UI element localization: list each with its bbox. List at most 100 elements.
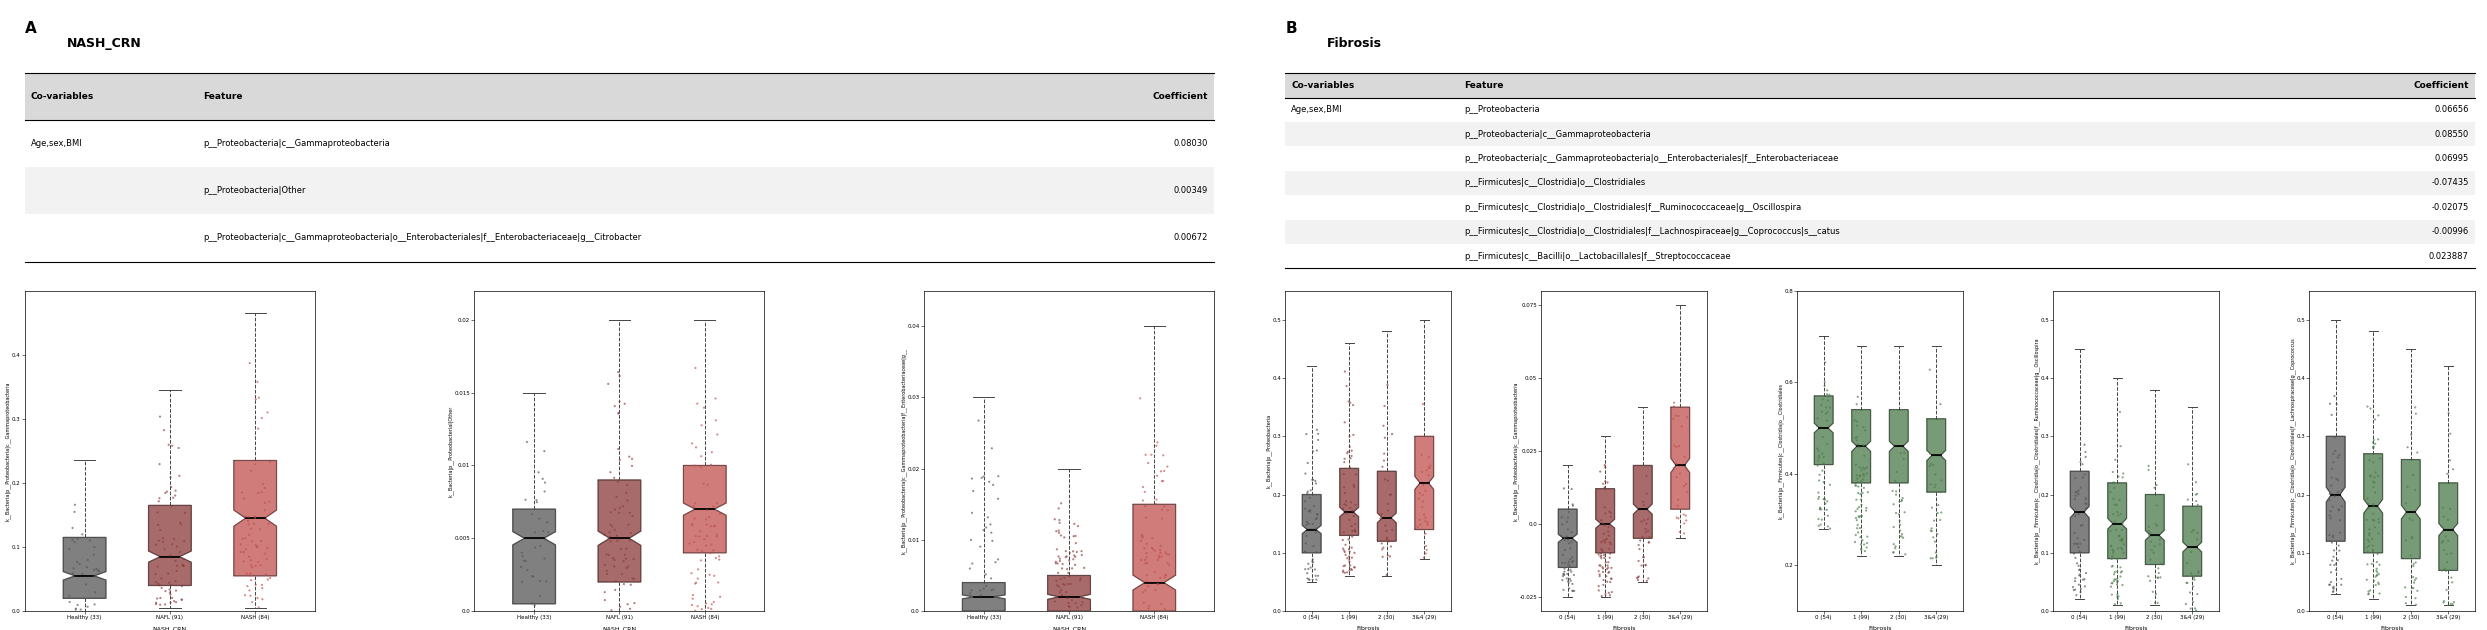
Point <box>2171 547 2211 557</box>
Point <box>597 492 637 502</box>
Point <box>77 566 117 576</box>
X-axis label: Fibrosis: Fibrosis <box>1612 626 1636 630</box>
Point <box>1875 490 1915 500</box>
Point <box>505 495 545 505</box>
Point <box>2141 535 2181 545</box>
Point <box>594 401 634 411</box>
Point <box>2385 598 2425 608</box>
Point <box>2064 469 2104 479</box>
Point <box>1403 399 1442 409</box>
Point <box>1057 547 1097 557</box>
Point <box>2179 589 2218 599</box>
Point <box>1323 566 1363 576</box>
Point <box>2320 515 2360 525</box>
Point <box>522 526 562 536</box>
Point <box>1373 429 1413 439</box>
Point <box>684 534 724 544</box>
Point <box>1803 394 1843 404</box>
Point <box>2092 541 2131 551</box>
Point <box>2064 472 2104 483</box>
Point <box>231 568 271 578</box>
Text: Co-variables: Co-variables <box>1291 81 1355 90</box>
Point <box>1370 490 1410 500</box>
Point <box>2067 568 2106 578</box>
Point <box>1544 533 1584 543</box>
Point <box>234 519 274 529</box>
Point <box>221 488 261 498</box>
Point <box>67 580 107 590</box>
Bar <box>1286 171 2475 195</box>
Point <box>691 460 731 470</box>
X-axis label: Fibrosis: Fibrosis <box>2124 626 2149 630</box>
Point <box>152 482 191 492</box>
Point <box>236 540 276 550</box>
Point <box>614 574 654 584</box>
Point <box>1875 476 1915 486</box>
Point <box>75 542 114 552</box>
Point <box>1149 560 1189 570</box>
Point <box>1798 455 1838 466</box>
Point <box>1405 486 1445 496</box>
Polygon shape <box>1047 575 1089 597</box>
Point <box>2395 559 2435 569</box>
Point <box>1915 469 1955 479</box>
Point <box>604 579 644 589</box>
Point <box>2422 537 2462 547</box>
Point <box>1132 534 1171 544</box>
Point <box>599 444 639 454</box>
Point <box>1331 503 1370 513</box>
Point <box>137 562 177 572</box>
Point <box>2313 587 2353 597</box>
Polygon shape <box>2325 437 2345 495</box>
Point <box>2054 573 2094 583</box>
Point <box>2313 587 2353 597</box>
Point <box>241 413 281 423</box>
Point <box>1298 435 1338 445</box>
Point <box>1296 547 1336 558</box>
Point <box>1584 462 1624 472</box>
Point <box>584 530 624 540</box>
Polygon shape <box>512 538 555 604</box>
Point <box>676 578 716 588</box>
Point <box>1915 537 1955 547</box>
Point <box>2355 576 2395 586</box>
Point <box>2059 580 2099 590</box>
Point <box>1552 566 1592 576</box>
Point <box>1291 507 1331 517</box>
Point <box>1587 589 1626 599</box>
Point <box>2097 592 2136 602</box>
Point <box>1579 560 1619 570</box>
Point <box>1331 566 1370 576</box>
Point <box>1368 380 1408 390</box>
Point <box>2397 586 2437 596</box>
Point <box>241 580 281 590</box>
Point <box>527 535 567 545</box>
Point <box>2348 401 2388 411</box>
Point <box>699 578 739 588</box>
Point <box>2358 566 2397 576</box>
Point <box>2313 552 2353 562</box>
Point <box>1363 421 1403 431</box>
Polygon shape <box>1047 597 1089 611</box>
Point <box>1542 558 1582 568</box>
Point <box>1331 451 1370 461</box>
Point <box>1331 554 1370 564</box>
Point <box>154 534 194 544</box>
Point <box>1298 429 1338 439</box>
Point <box>1845 503 1885 513</box>
Point <box>2054 473 2094 483</box>
Point <box>512 571 552 581</box>
Point <box>1910 365 1950 375</box>
Point <box>609 520 649 530</box>
Point <box>2392 430 2432 440</box>
Point <box>1544 545 1584 555</box>
Polygon shape <box>62 537 107 576</box>
Point <box>2435 597 2475 607</box>
Point <box>2099 576 2139 586</box>
Y-axis label: k__Bacteria|p__Firmicutes|c__Clostridia|o__Clostridiales|f__Lachnospiraceae|g__C: k__Bacteria|p__Firmicutes|c__Clostridia|… <box>2291 338 2296 564</box>
Point <box>1626 576 1666 586</box>
Point <box>972 527 1012 537</box>
Point <box>2134 587 2174 597</box>
Point <box>1544 585 1584 595</box>
Point <box>1328 534 1368 544</box>
